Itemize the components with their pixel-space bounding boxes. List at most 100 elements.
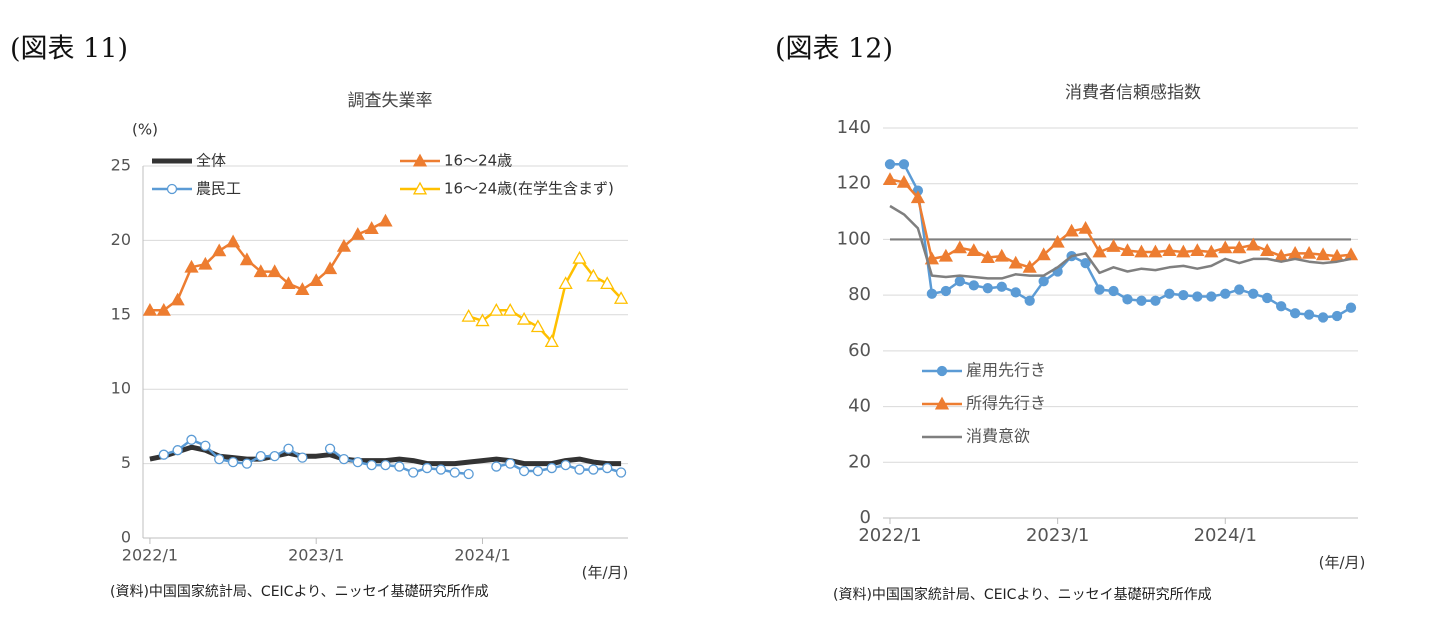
y-tick-label: 5 — [121, 453, 131, 472]
point — [980, 250, 995, 263]
y-tick-label: 10 — [111, 379, 131, 398]
y-tick-label: 60 — [848, 340, 871, 361]
legend-marker — [412, 153, 428, 167]
series — [461, 250, 629, 348]
legend-label: 16～24歳 — [444, 152, 512, 170]
point — [884, 159, 896, 170]
point — [380, 459, 391, 471]
point — [324, 443, 336, 454]
point — [1262, 292, 1273, 304]
chart-title: 消費者信頼感指数 — [1065, 83, 1201, 103]
point — [1234, 284, 1245, 295]
point — [910, 190, 926, 204]
point — [1036, 247, 1051, 261]
series — [884, 159, 1357, 323]
point — [896, 174, 912, 188]
legend-label: 16～24歳(在学生含まず) — [444, 180, 614, 198]
series — [158, 434, 627, 480]
point — [1315, 247, 1331, 261]
point — [1301, 246, 1317, 259]
point — [505, 458, 516, 469]
point — [544, 334, 559, 348]
point — [1289, 308, 1301, 319]
y-tick-label: 80 — [848, 284, 871, 305]
point — [1204, 244, 1219, 258]
series-line — [890, 162, 1352, 319]
point — [142, 302, 158, 316]
point — [352, 456, 363, 468]
point — [1164, 288, 1175, 299]
point — [1345, 302, 1357, 313]
y-tick-label: 120 — [837, 173, 871, 194]
point — [200, 440, 211, 451]
point — [924, 251, 940, 265]
point — [241, 458, 253, 469]
point — [1050, 234, 1065, 248]
point — [1317, 312, 1329, 323]
point — [186, 434, 197, 445]
point — [546, 462, 557, 474]
point — [530, 319, 546, 333]
point — [1092, 244, 1107, 258]
point — [281, 276, 296, 290]
legend-marker — [166, 183, 178, 195]
legend-label: 雇用先行き — [966, 361, 1046, 380]
point — [1024, 295, 1035, 306]
point — [1078, 220, 1093, 234]
source-note: (資料)中国国家統計局、CEICより、ニッセイ基礎研究所作成 — [833, 586, 1212, 603]
point — [239, 252, 255, 266]
point — [283, 443, 294, 454]
point — [518, 465, 530, 477]
point — [1134, 244, 1149, 258]
point — [449, 467, 460, 478]
point — [322, 261, 338, 275]
point — [1108, 285, 1119, 297]
point — [1303, 309, 1315, 320]
series-line — [468, 257, 623, 343]
figure-label: (図表 11) — [10, 34, 128, 65]
point — [463, 468, 474, 480]
x-tick-label: 2024/1 — [1194, 525, 1257, 546]
point — [938, 248, 953, 262]
source-note: (資料)中国国家統計局、CEICより、ニッセイ基礎研究所作成 — [110, 583, 489, 600]
series-line — [149, 219, 387, 312]
point — [1136, 295, 1147, 306]
point — [253, 264, 268, 278]
point — [952, 240, 967, 254]
point — [170, 292, 185, 306]
point — [1190, 243, 1205, 257]
y-unit: (%) — [132, 121, 158, 139]
y-tick-label: 20 — [848, 451, 871, 472]
point — [1008, 255, 1023, 269]
point — [1246, 237, 1261, 251]
point — [158, 449, 169, 460]
series-line — [889, 204, 1352, 280]
point — [994, 248, 1009, 262]
point — [269, 451, 280, 462]
legend-marker — [412, 181, 428, 195]
point — [966, 243, 981, 257]
y-tick-label: 100 — [837, 228, 871, 249]
point — [560, 459, 571, 471]
point — [503, 302, 518, 316]
y-tick-label: 0 — [121, 528, 131, 547]
legend-label: 農民工 — [196, 180, 241, 198]
point — [475, 313, 490, 327]
x-tick-label: 2023/1 — [288, 546, 344, 565]
point — [982, 283, 993, 294]
point — [1094, 284, 1105, 295]
chart-title: 調査失業率 — [348, 91, 433, 111]
point — [572, 250, 587, 264]
point — [1148, 244, 1163, 258]
legend-marker — [936, 365, 948, 377]
point — [1331, 310, 1343, 322]
point — [926, 288, 938, 299]
point — [602, 462, 613, 474]
point — [489, 302, 504, 316]
point — [586, 268, 601, 282]
point — [1178, 289, 1189, 301]
x-unit: (年/月) — [582, 564, 629, 582]
point — [491, 461, 502, 472]
legend-label: 全体 — [196, 152, 226, 170]
